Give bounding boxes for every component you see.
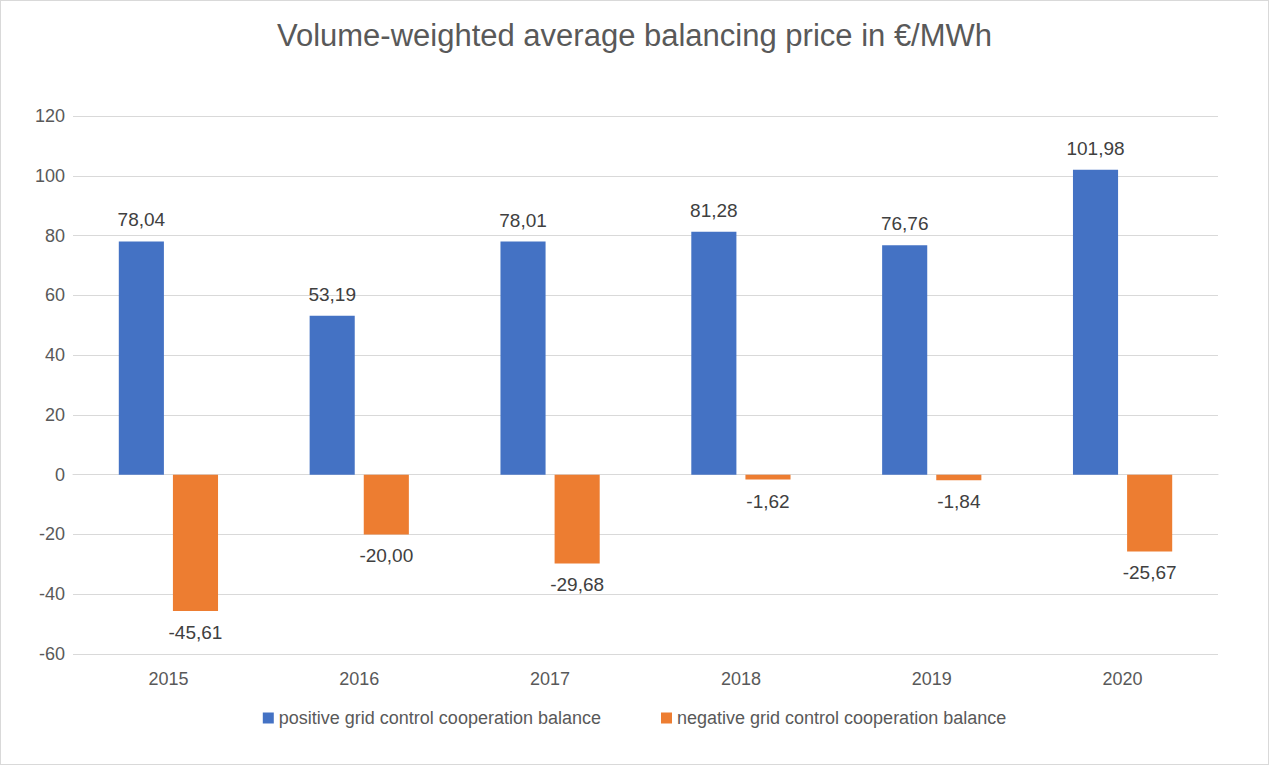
svg-text:78,01: 78,01 <box>499 210 547 231</box>
svg-text:2020: 2020 <box>1103 669 1143 689</box>
svg-text:2017: 2017 <box>530 669 570 689</box>
svg-text:2016: 2016 <box>339 669 379 689</box>
svg-text:20: 20 <box>45 405 65 425</box>
svg-text:53,19: 53,19 <box>308 284 356 305</box>
svg-text:Volume-weighted average balanc: Volume-weighted average balancing price … <box>277 18 992 53</box>
svg-text:-40: -40 <box>39 584 65 604</box>
svg-text:-1,84: -1,84 <box>937 491 981 512</box>
svg-text:-45,61: -45,61 <box>169 622 223 643</box>
svg-text:-60: -60 <box>39 644 65 664</box>
svg-text:-25,67: -25,67 <box>1123 562 1177 583</box>
svg-text:-29,68: -29,68 <box>550 574 604 595</box>
svg-text:negative grid control cooperat: negative grid control cooperation balanc… <box>677 708 1006 728</box>
svg-text:-1,62: -1,62 <box>746 491 789 512</box>
svg-text:2015: 2015 <box>148 669 188 689</box>
svg-text:2018: 2018 <box>721 669 761 689</box>
svg-text:100: 100 <box>35 166 65 186</box>
svg-text:80: 80 <box>45 226 65 246</box>
svg-text:-20: -20 <box>39 524 65 544</box>
svg-text:120: 120 <box>35 106 65 126</box>
svg-text:101,98: 101,98 <box>1066 138 1124 159</box>
svg-text:2019: 2019 <box>912 669 952 689</box>
svg-text:76,76: 76,76 <box>881 213 929 234</box>
svg-text:40: 40 <box>45 345 65 365</box>
svg-text:78,04: 78,04 <box>118 209 166 230</box>
svg-text:0: 0 <box>55 465 65 485</box>
svg-text:81,28: 81,28 <box>690 200 738 221</box>
svg-text:positive grid control cooperat: positive grid control cooperation balanc… <box>279 708 601 728</box>
svg-text:60: 60 <box>45 285 65 305</box>
svg-text:-20,00: -20,00 <box>359 545 413 566</box>
